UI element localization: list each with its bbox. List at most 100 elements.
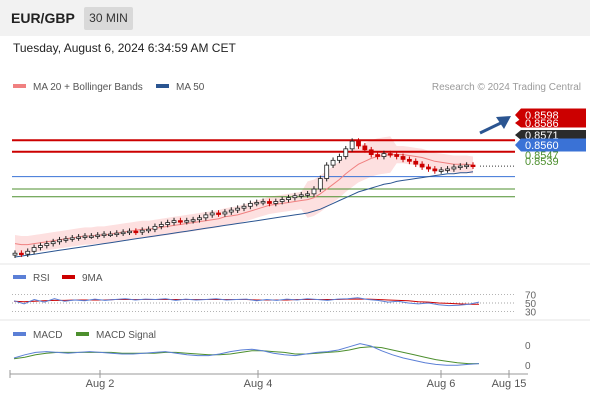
rsi-tick-label: 70 <box>525 290 537 301</box>
legend-swatch <box>13 332 26 336</box>
x-axis: Aug 2 Aug 4 Aug 6 Aug 15 <box>9 370 528 390</box>
candle-body <box>260 201 266 204</box>
candle-body <box>292 195 298 199</box>
legend-label: MA 20 + Bollinger Bands <box>33 82 143 93</box>
candle-body <box>267 201 272 204</box>
chart-datetime: Tuesday, August 6, 2024 6:34:59 AM CET <box>13 41 236 55</box>
candle-body <box>413 160 419 165</box>
candle-body <box>432 168 438 172</box>
candle-body <box>457 165 463 168</box>
legend-swatch <box>156 84 169 88</box>
candle-body <box>44 243 50 246</box>
candle-body <box>76 236 82 239</box>
candle-body <box>38 245 43 248</box>
legend-label: MACD <box>33 330 62 341</box>
legend-swatch <box>76 332 89 336</box>
candle-body <box>152 225 158 230</box>
x-tick-label: Aug 6 <box>427 378 456 390</box>
price-tag-label: 0.8547 <box>525 150 559 162</box>
candle-body <box>343 148 349 157</box>
candle-body <box>349 140 355 150</box>
rsi-tick-label: 50 <box>525 299 537 310</box>
candle-body <box>470 164 476 168</box>
projection-arrow-head <box>496 116 511 129</box>
candle-body <box>324 164 330 179</box>
candle-body <box>108 233 113 236</box>
candle-body <box>394 154 400 157</box>
legend-swatch <box>13 84 26 88</box>
candle-body <box>228 209 234 213</box>
candle-body <box>286 197 291 200</box>
candle-body <box>120 231 126 235</box>
price-tag <box>515 130 586 140</box>
price-tag-label: 0.8586 <box>525 118 559 130</box>
candle-body <box>158 224 164 227</box>
candle-body <box>177 220 183 223</box>
legend-label: 9MA <box>82 273 103 284</box>
legend-swatch <box>13 275 26 279</box>
candle-body <box>31 247 37 252</box>
macd-panel: 0 0 MACD MACD Signal <box>0 319 590 372</box>
legend-label: RSI <box>33 273 50 284</box>
candle-body <box>368 149 374 155</box>
candle-body <box>139 229 145 233</box>
candle-body <box>235 207 241 211</box>
candle-body <box>273 201 279 204</box>
candle-body <box>127 230 132 234</box>
ma50-line <box>14 171 474 258</box>
candle-body <box>279 199 285 202</box>
candle-body <box>133 230 139 234</box>
candle-body <box>419 163 425 168</box>
candle-body <box>50 241 56 245</box>
timeframe-button[interactable]: 30 MIN <box>84 7 133 30</box>
candle-body <box>387 153 393 156</box>
legend-label: MA 50 <box>176 82 205 93</box>
candle-body <box>69 237 75 240</box>
x-tick-label: Aug 4 <box>244 378 273 390</box>
candle-body <box>57 239 62 243</box>
candle-body <box>426 166 431 170</box>
candle-body <box>63 238 69 241</box>
candle-body <box>305 193 311 196</box>
candle-body <box>337 156 342 161</box>
candle-body <box>445 168 450 171</box>
macd-tick-label: 0 <box>525 361 531 372</box>
candle-body <box>190 219 196 222</box>
price-tag-label: 0.8560 <box>525 140 559 152</box>
candle-body <box>406 158 412 162</box>
candle-body <box>330 159 336 166</box>
candle-body <box>241 205 247 209</box>
legend-swatch <box>62 275 75 279</box>
price-tag <box>515 118 586 128</box>
candle-body <box>184 220 190 223</box>
candle-body <box>101 233 107 236</box>
candle-body <box>25 250 31 255</box>
candle-body <box>146 228 151 232</box>
header-bar: EUR/GBP 30 MIN <box>0 0 590 36</box>
candle-body <box>438 169 444 172</box>
price-tag-label: 0.8539 <box>525 156 559 168</box>
candle-body <box>171 220 177 223</box>
chart-panel <box>0 36 590 400</box>
candle-body <box>400 156 406 160</box>
candle-body <box>197 217 202 221</box>
candle-body <box>88 235 94 238</box>
main-legend: MA 20 + Bollinger Bands MA 50 <box>13 82 205 93</box>
copyright-text: Research © 2024 Trading Central <box>432 82 581 93</box>
candle-body <box>12 252 18 256</box>
macd-tick-label: 0 <box>525 341 531 352</box>
candle-body <box>95 234 101 237</box>
candle-body <box>356 140 361 147</box>
candle-body <box>381 153 387 157</box>
candle-body <box>209 212 215 216</box>
candle-body <box>451 166 457 170</box>
macd-signal-line <box>13 346 479 365</box>
candle-body <box>203 214 209 219</box>
candle-body <box>216 212 221 215</box>
candle-body <box>311 188 317 195</box>
price-tag <box>515 108 586 122</box>
rsi-tick-label: 30 <box>525 308 537 319</box>
